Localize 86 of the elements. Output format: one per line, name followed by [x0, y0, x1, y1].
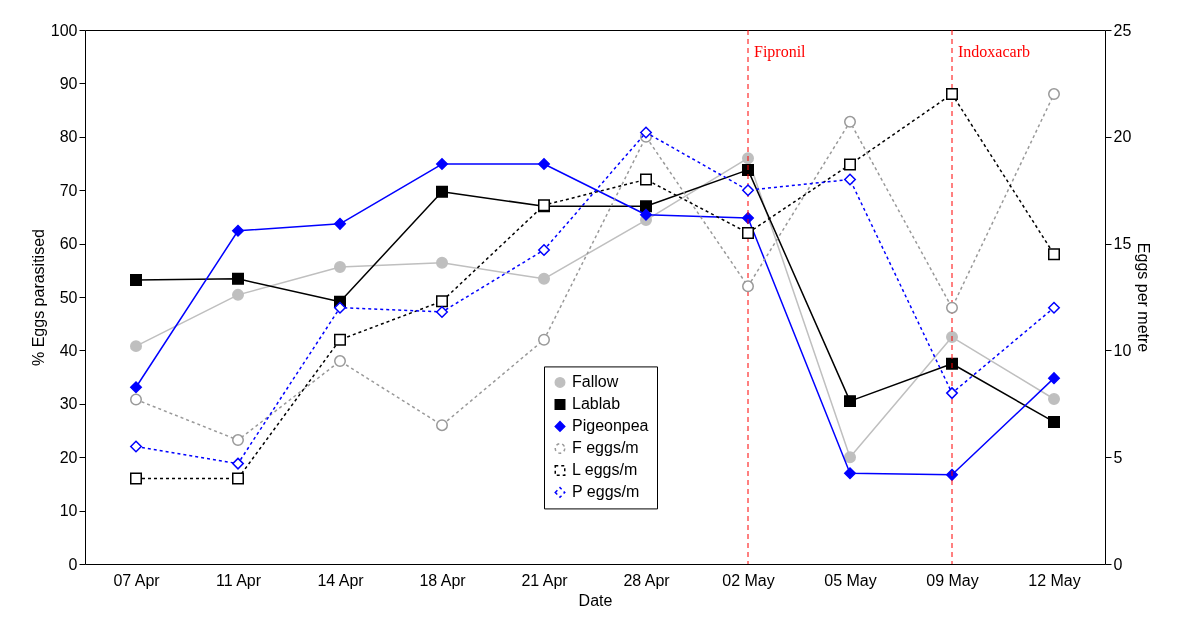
point — [844, 467, 856, 480]
point — [334, 217, 346, 230]
y-axis-title: % Eggs parasitised — [29, 229, 47, 366]
point — [232, 224, 244, 237]
x-tick-label: 07 Apr — [113, 571, 161, 589]
point — [946, 387, 958, 400]
y-tick-label: 0 — [68, 555, 78, 573]
legend-label: Lablab — [572, 395, 621, 413]
point — [130, 440, 142, 453]
point — [538, 244, 550, 256]
y-tick-label: 50 — [59, 288, 78, 306]
x-tick-label: 28 Apr — [623, 571, 671, 589]
x-tick-label: 14 Apr — [317, 571, 365, 589]
x-tick-label: 09 May — [926, 571, 979, 589]
ref-line-label: Fipronil — [754, 43, 807, 61]
point — [640, 173, 652, 186]
point — [1048, 415, 1060, 428]
legend-label: F eggs/m — [572, 439, 639, 457]
y2-tick-label: 10 — [1113, 341, 1132, 359]
point — [844, 395, 856, 408]
y-tick-label: 10 — [59, 502, 78, 520]
point — [1048, 88, 1060, 101]
y-tick-label: 20 — [59, 448, 78, 466]
point — [1048, 393, 1060, 405]
point — [538, 333, 550, 346]
x-tick-label: 18 Apr — [419, 571, 467, 589]
point — [232, 434, 244, 447]
point — [1048, 248, 1060, 261]
y2-tick-label: 15 — [1113, 235, 1132, 253]
point — [436, 419, 448, 432]
x-tick-label: 12 May — [1028, 571, 1081, 589]
legend-label: P eggs/m — [572, 483, 640, 501]
point — [844, 173, 856, 186]
point — [130, 472, 142, 485]
y-tick-label: 70 — [59, 181, 78, 199]
point — [130, 273, 142, 286]
point — [844, 115, 856, 128]
point — [130, 393, 142, 406]
point — [232, 457, 244, 470]
y2-tick-label: 20 — [1113, 128, 1132, 146]
point — [538, 272, 550, 285]
ref-line-label: Indoxacarb — [958, 43, 1030, 60]
x-tick-label: 11 Apr — [215, 571, 262, 589]
point — [844, 451, 856, 464]
legend-label: Pigeonpea — [572, 417, 649, 435]
point — [946, 88, 958, 101]
y-tick-label: 30 — [59, 395, 78, 413]
point — [334, 261, 346, 274]
x-tick-label: 21 Apr — [521, 571, 569, 589]
point — [436, 295, 448, 308]
point — [844, 158, 856, 171]
point — [232, 272, 244, 285]
point — [334, 355, 346, 368]
point — [334, 333, 346, 346]
point — [640, 126, 652, 139]
y-tick-label: 40 — [59, 341, 78, 359]
point — [640, 208, 652, 221]
point — [742, 280, 754, 293]
point — [436, 158, 448, 171]
point — [232, 472, 244, 485]
x-tick-label: 05 May — [824, 571, 877, 589]
point — [130, 381, 142, 394]
y-tick-label: 90 — [59, 74, 78, 92]
point — [742, 184, 754, 197]
point — [130, 340, 142, 353]
y-tick-label: 60 — [59, 235, 78, 253]
x-axis-title: Date — [578, 591, 613, 609]
legend-label: L eggs/m — [572, 461, 638, 479]
x-tick-label: 02 May — [722, 571, 775, 589]
point — [1048, 301, 1060, 314]
point — [538, 158, 550, 171]
point — [436, 185, 448, 198]
point — [436, 256, 448, 269]
y2-axis-title: Eggs per metre — [1135, 242, 1153, 353]
point — [436, 305, 448, 318]
y-tick-label: 100 — [50, 21, 78, 39]
point — [232, 288, 244, 301]
y2-tick-label: 25 — [1113, 21, 1132, 39]
point — [946, 301, 958, 314]
legend-label: Fallow — [572, 373, 619, 391]
y2-tick-label: 5 — [1113, 448, 1123, 466]
point — [742, 226, 754, 239]
point — [1048, 372, 1060, 385]
y-tick-label: 80 — [59, 128, 78, 146]
y2-tick-label: 0 — [1113, 555, 1123, 573]
point — [334, 301, 346, 314]
